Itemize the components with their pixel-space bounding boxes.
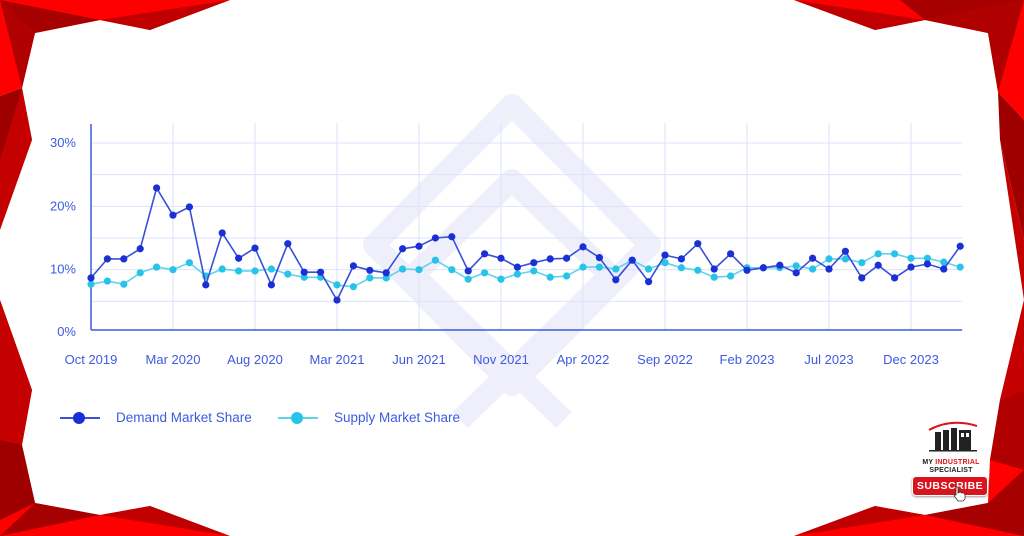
svg-text:10%: 10%	[50, 262, 76, 277]
svg-text:Jun 2021: Jun 2021	[392, 352, 446, 367]
svg-text:Aug 2020: Aug 2020	[227, 352, 283, 367]
svg-text:Mar 2020: Mar 2020	[146, 352, 201, 367]
svg-text:20%: 20%	[50, 198, 76, 213]
supply-swatch-icon	[278, 411, 318, 425]
chart-series	[87, 184, 964, 304]
hand-cursor-icon	[953, 486, 966, 502]
watermark-logo	[363, 94, 661, 428]
legend-item-supply: Supply Market Share	[278, 410, 460, 425]
legend-label-demand: Demand Market Share	[116, 410, 252, 425]
svg-text:30%: 30%	[50, 135, 76, 150]
chart-axes	[90, 124, 963, 331]
svg-text:Feb 2023: Feb 2023	[720, 352, 775, 367]
svg-text:Sep 2022: Sep 2022	[637, 352, 693, 367]
svg-text:0%: 0%	[57, 324, 76, 339]
demand-swatch-icon	[60, 411, 100, 425]
svg-text:Oct 2019: Oct 2019	[65, 352, 118, 367]
legend-item-demand: Demand Market Share	[60, 410, 252, 425]
factory-logo-icon	[928, 421, 978, 452]
chart-grid	[91, 123, 963, 330]
y-axis-ticks: 0% 10% 20% 30%	[50, 135, 76, 339]
svg-text:Mar 2021: Mar 2021	[310, 352, 365, 367]
svg-text:Dec 2023: Dec 2023	[883, 352, 939, 367]
svg-text:Apr 2022: Apr 2022	[557, 352, 610, 367]
brand-logo: MY INDUSTRIAL SPECIALIST	[916, 420, 986, 475]
brand-name: MY INDUSTRIAL SPECIALIST	[922, 459, 980, 474]
svg-text:Nov 2021: Nov 2021	[473, 352, 529, 367]
x-axis-ticks: Oct 2019 Mar 2020 Aug 2020 Mar 2021 Jun 2021…	[65, 352, 939, 367]
subscribe-button[interactable]: SUBSCRIBE	[912, 476, 988, 496]
legend-label-supply: Supply Market Share	[334, 410, 461, 425]
svg-text:Jul 2023: Jul 2023	[804, 352, 853, 367]
subscribe-label: SUBSCRIBE	[916, 480, 984, 492]
